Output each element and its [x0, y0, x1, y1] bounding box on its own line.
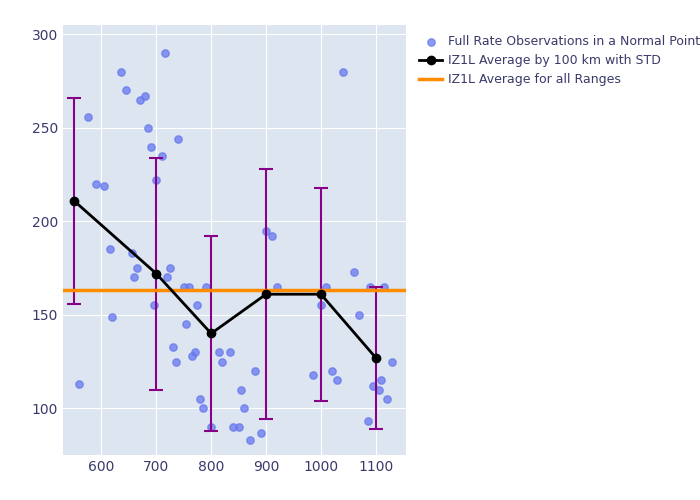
Full Rate Observations in a Normal Point — [162, 274, 173, 281]
IZ1L Average by 100 km with STD — [316, 291, 325, 297]
Line: IZ1L Average by 100 km with STD: IZ1L Average by 100 km with STD — [70, 196, 380, 362]
Full Rate Observations in a Normal Point — [107, 312, 118, 320]
Full Rate Observations in a Normal Point — [167, 342, 178, 350]
Full Rate Observations in a Normal Point — [159, 49, 170, 57]
Full Rate Observations in a Normal Point — [382, 395, 393, 403]
Full Rate Observations in a Normal Point — [192, 302, 203, 310]
Full Rate Observations in a Normal Point — [365, 282, 376, 290]
Full Rate Observations in a Normal Point — [183, 282, 195, 290]
Full Rate Observations in a Normal Point — [99, 182, 110, 190]
Full Rate Observations in a Normal Point — [132, 264, 143, 272]
Full Rate Observations in a Normal Point — [140, 92, 151, 100]
Full Rate Observations in a Normal Point — [379, 282, 390, 290]
Full Rate Observations in a Normal Point — [266, 232, 277, 240]
Full Rate Observations in a Normal Point — [332, 376, 343, 384]
Full Rate Observations in a Normal Point — [272, 282, 283, 290]
Full Rate Observations in a Normal Point — [307, 370, 318, 378]
Full Rate Observations in a Normal Point — [315, 302, 326, 310]
Full Rate Observations in a Normal Point — [225, 348, 236, 356]
Full Rate Observations in a Normal Point — [145, 142, 156, 150]
Full Rate Observations in a Normal Point — [362, 418, 373, 426]
Full Rate Observations in a Normal Point — [337, 68, 349, 76]
Full Rate Observations in a Normal Point — [126, 249, 137, 257]
Full Rate Observations in a Normal Point — [214, 348, 225, 356]
IZ1L Average by 100 km with STD — [152, 270, 160, 276]
Full Rate Observations in a Normal Point — [373, 386, 384, 394]
Full Rate Observations in a Normal Point — [326, 367, 337, 375]
IZ1L Average by 100 km with STD — [207, 330, 216, 336]
Full Rate Observations in a Normal Point — [156, 152, 167, 160]
IZ1L Average by 100 km with STD — [70, 198, 78, 203]
Full Rate Observations in a Normal Point — [368, 382, 379, 390]
Full Rate Observations in a Normal Point — [90, 180, 101, 188]
Full Rate Observations in a Normal Point — [129, 274, 140, 281]
Full Rate Observations in a Normal Point — [173, 135, 184, 143]
Full Rate Observations in a Normal Point — [239, 404, 250, 412]
Full Rate Observations in a Normal Point — [74, 380, 85, 388]
IZ1L Average by 100 km with STD — [262, 291, 270, 297]
Full Rate Observations in a Normal Point — [233, 423, 244, 431]
Full Rate Observations in a Normal Point — [236, 386, 247, 394]
Full Rate Observations in a Normal Point — [376, 376, 387, 384]
Full Rate Observations in a Normal Point — [386, 358, 398, 366]
Full Rate Observations in a Normal Point — [321, 282, 332, 290]
Full Rate Observations in a Normal Point — [104, 246, 116, 254]
Full Rate Observations in a Normal Point — [249, 367, 260, 375]
Full Rate Observations in a Normal Point — [143, 124, 154, 132]
Full Rate Observations in a Normal Point — [178, 282, 189, 290]
Full Rate Observations in a Normal Point — [115, 68, 126, 76]
Full Rate Observations in a Normal Point — [120, 86, 132, 94]
IZ1L Average by 100 km with STD — [372, 355, 380, 361]
Full Rate Observations in a Normal Point — [354, 311, 365, 319]
Full Rate Observations in a Normal Point — [197, 404, 209, 412]
Full Rate Observations in a Normal Point — [260, 226, 272, 234]
Full Rate Observations in a Normal Point — [228, 423, 239, 431]
Full Rate Observations in a Normal Point — [170, 358, 181, 366]
Full Rate Observations in a Normal Point — [255, 428, 266, 436]
Full Rate Observations in a Normal Point — [195, 395, 206, 403]
Full Rate Observations in a Normal Point — [134, 96, 146, 104]
Full Rate Observations in a Normal Point — [200, 282, 211, 290]
Full Rate Observations in a Normal Point — [148, 302, 159, 310]
Full Rate Observations in a Normal Point — [206, 423, 217, 431]
Legend: Full Rate Observations in a Normal Point, IZ1L Average by 100 km with STD, IZ1L : Full Rate Observations in a Normal Point… — [416, 31, 700, 90]
Full Rate Observations in a Normal Point — [164, 264, 176, 272]
Full Rate Observations in a Normal Point — [186, 352, 197, 360]
Full Rate Observations in a Normal Point — [150, 176, 162, 184]
Full Rate Observations in a Normal Point — [189, 348, 200, 356]
Full Rate Observations in a Normal Point — [216, 358, 228, 366]
Full Rate Observations in a Normal Point — [244, 436, 256, 444]
Full Rate Observations in a Normal Point — [349, 268, 360, 276]
Full Rate Observations in a Normal Point — [181, 320, 192, 328]
Full Rate Observations in a Normal Point — [82, 112, 93, 120]
